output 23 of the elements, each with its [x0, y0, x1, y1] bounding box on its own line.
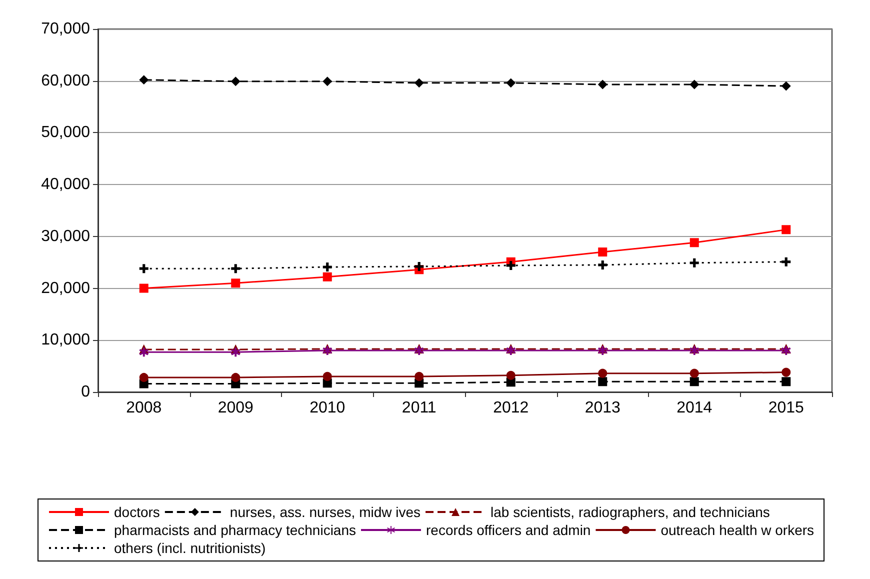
y-tick-label: 20,000	[41, 280, 90, 297]
y-tick-label: 0	[81, 384, 90, 400]
y-tick-label: 60,000	[41, 72, 90, 90]
x-tick-label: 2009	[218, 400, 254, 416]
legend-label: pharmacists and pharmacy technicians	[114, 522, 356, 538]
y-tick-label: 50,000	[41, 124, 90, 142]
legend-label: records officers and admin	[426, 522, 591, 538]
legend-label: outreach health w orkers	[660, 522, 814, 538]
legend-label: nurses, ass. nurses, midw ives	[230, 504, 421, 520]
x-tick-label: 2012	[493, 400, 529, 416]
x-tick-label: 2013	[584, 400, 621, 416]
legend-label: doctors	[114, 504, 160, 520]
legend-label: lab scientists, radiographers, and technicians	[490, 504, 770, 520]
y-tick-label: 30,000	[41, 228, 90, 245]
y-tick-label: 40,000	[41, 176, 90, 194]
x-tick-label: 2008	[126, 400, 162, 416]
x-tick-label: 2014	[676, 400, 712, 416]
x-tick-label: 2010	[310, 400, 346, 416]
y-tick-label: 70,000	[41, 20, 90, 38]
x-tick-label: 2015	[768, 400, 804, 416]
y-tick-label: 10,000	[41, 332, 90, 349]
x-tick-label: 2011	[402, 400, 436, 416]
legend-label: others (incl. nutritionists)	[114, 540, 266, 556]
